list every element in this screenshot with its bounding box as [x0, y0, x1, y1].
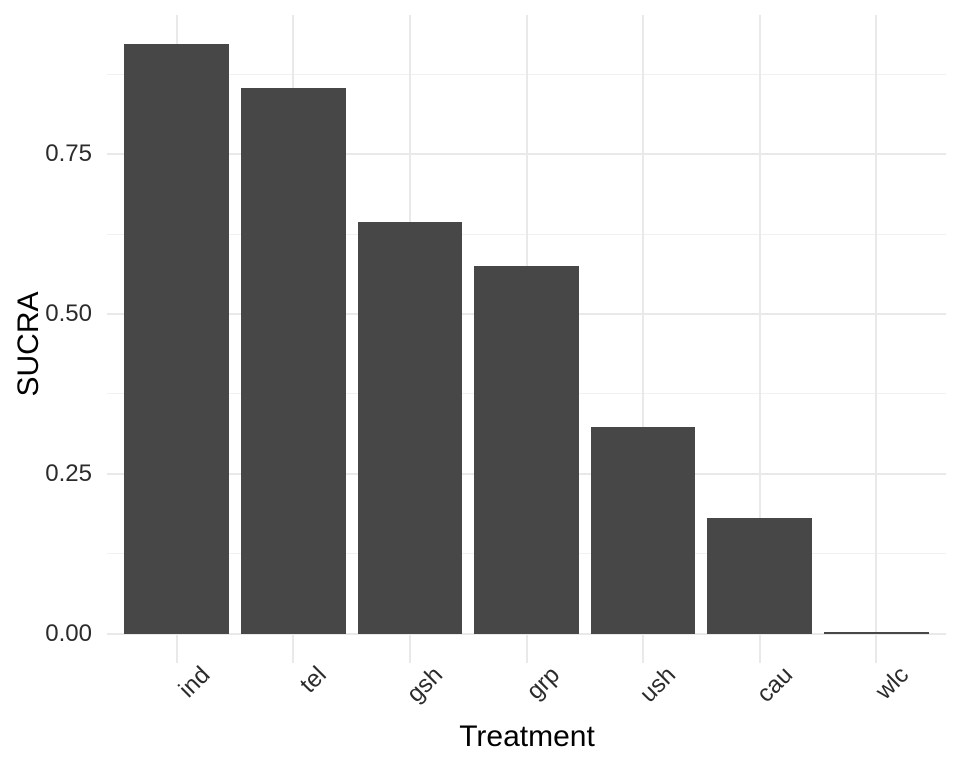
bar-cau — [707, 518, 812, 634]
x-axis-title: Treatment — [459, 720, 595, 753]
x-tick-label: grp — [521, 661, 565, 705]
plot-panel — [107, 15, 946, 663]
x-tick-label: wlc — [870, 661, 915, 705]
y-tick-label: 0.75 — [45, 140, 92, 168]
bar-ush — [590, 427, 696, 634]
x-tick-label: tel — [294, 661, 332, 699]
y-tick-label: 0.50 — [45, 299, 92, 327]
y-tick-label: 0.25 — [45, 459, 92, 487]
y-axis-title: SUCRA — [12, 291, 45, 397]
x-tick-label: gsh — [401, 661, 449, 708]
x-tick-label: ush — [634, 661, 682, 708]
x-tick-label: ind — [173, 661, 216, 704]
bar-grp — [474, 265, 579, 634]
x-tick-label: cau — [751, 661, 798, 708]
x-major-gridline — [875, 15, 878, 663]
x-major-gridline — [642, 15, 645, 663]
bar-tel — [241, 88, 346, 634]
y-tick-label: 0.00 — [45, 619, 92, 647]
bar-gsh — [357, 221, 463, 634]
x-major-gridline — [758, 15, 761, 663]
bar-wlc — [823, 632, 929, 634]
bar-ind — [124, 44, 230, 634]
